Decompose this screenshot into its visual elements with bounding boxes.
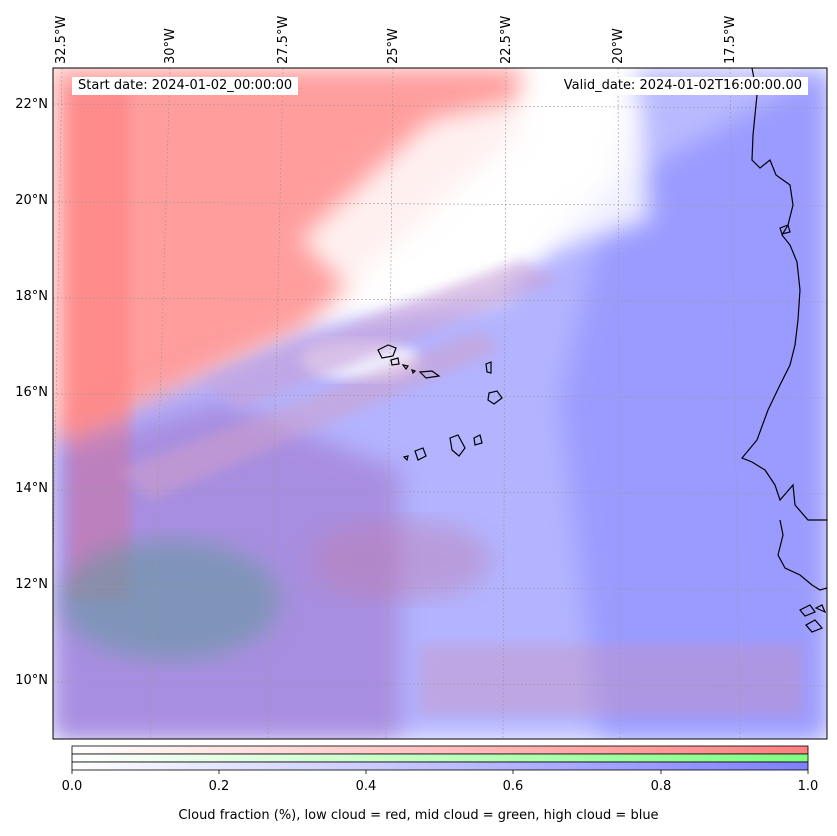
lat-label: 16°N: [15, 385, 48, 400]
colorbar-high-strip: [71, 761, 809, 771]
coastline: [377, 68, 827, 633]
lon-label: 22.5°W: [499, 15, 514, 64]
lon-label: 27.5°W: [276, 15, 291, 64]
lat-label: 22°N: [15, 97, 48, 112]
lat-label: 14°N: [15, 481, 48, 496]
colorbar-tick: 0.2: [208, 779, 230, 794]
lon-label: 25°W: [386, 28, 401, 64]
lat-label: 18°N: [15, 289, 48, 304]
colorbar-tick: 0.8: [650, 779, 672, 794]
lat-label: 10°N: [15, 673, 48, 688]
valid-date-label: Valid_date: 2024-01-02T16:00:00.00: [557, 77, 808, 95]
colorbar: [71, 745, 809, 774]
colorbar-tick: 0.4: [355, 779, 377, 794]
lon-label: 32.5°W: [54, 15, 69, 64]
lat-label: 20°N: [15, 193, 48, 208]
cloud-field: [53, 68, 827, 739]
lon-label: 20°W: [611, 28, 626, 64]
colorbar-tick: 0.0: [61, 779, 83, 794]
lat-label: 12°N: [15, 577, 48, 592]
lon-label: 17.5°W: [723, 15, 738, 64]
colorbar-mid-strip: [71, 753, 809, 763]
colorbar-label: Cloud fraction (%), low cloud = red, mid…: [178, 808, 659, 823]
gridlines: [53, 68, 827, 739]
colorbar-tick: 1.0: [797, 779, 819, 794]
colorbar-low-strip: [71, 745, 809, 755]
lon-label: 30°W: [163, 28, 178, 64]
colorbar-tick: 0.6: [502, 779, 524, 794]
start-date-label: Start date: 2024-01-02_00:00:00: [72, 77, 299, 95]
map-frame: [52, 67, 828, 740]
